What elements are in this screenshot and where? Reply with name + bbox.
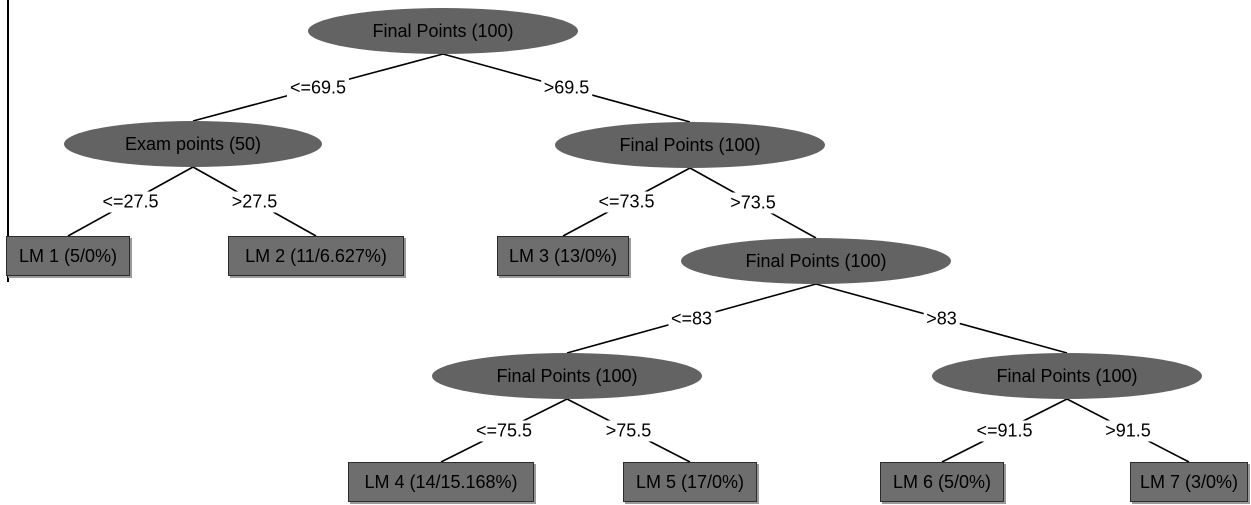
split-node-final-points-83-left: Final Points (100)	[432, 353, 702, 399]
edge-label-gt-75-5: >75.5	[602, 420, 655, 441]
leaf-node-lm6: LM 6 (5/0%)	[880, 462, 1004, 502]
leaf-node-lm2: LM 2 (11/6.627%)	[228, 236, 404, 276]
split-node-exam-points: Exam points (50)	[64, 121, 322, 167]
edge-label-le-75-5: <=75.5	[472, 420, 536, 441]
left-frame-border	[7, 0, 9, 282]
leaf-node-lm1: LM 1 (5/0%)	[6, 236, 130, 276]
edge-label-le-73-5: <=73.5	[595, 191, 658, 213]
leaf-node-lm7: LM 7 (3/0%)	[1130, 462, 1248, 502]
leaf-node-lm5: LM 5 (17/0%)	[623, 462, 757, 502]
edge-label-le-69-5: <=69.5	[286, 77, 350, 98]
split-node-final-points-73-5: Final Points (100)	[681, 238, 951, 284]
leaf-node-lm4: LM 4 (14/15.168%)	[348, 462, 534, 502]
edge-label-le-83: <=83	[667, 308, 716, 329]
edge-label-gt-69-5: >69.5	[540, 77, 593, 99]
leaf-node-lm3: LM 3 (13/0%)	[497, 236, 629, 276]
edge-label-gt-27-5: >27.5	[228, 191, 281, 212]
root-node-final-points: Final Points (100)	[308, 8, 578, 54]
edge-label-gt-83: >83	[923, 308, 960, 329]
split-node-final-points-83-right: Final Points (100)	[932, 353, 1202, 399]
edge-label-gt-91-5: >91.5	[1102, 420, 1154, 441]
edge-label-le-27-5: <=27.5	[99, 191, 162, 212]
split-node-final-points-69-5: Final Points (100)	[555, 122, 825, 168]
edge-label-gt-73-5: >73.5	[727, 192, 779, 214]
edge-label-le-91-5: <=91.5	[973, 420, 1036, 441]
